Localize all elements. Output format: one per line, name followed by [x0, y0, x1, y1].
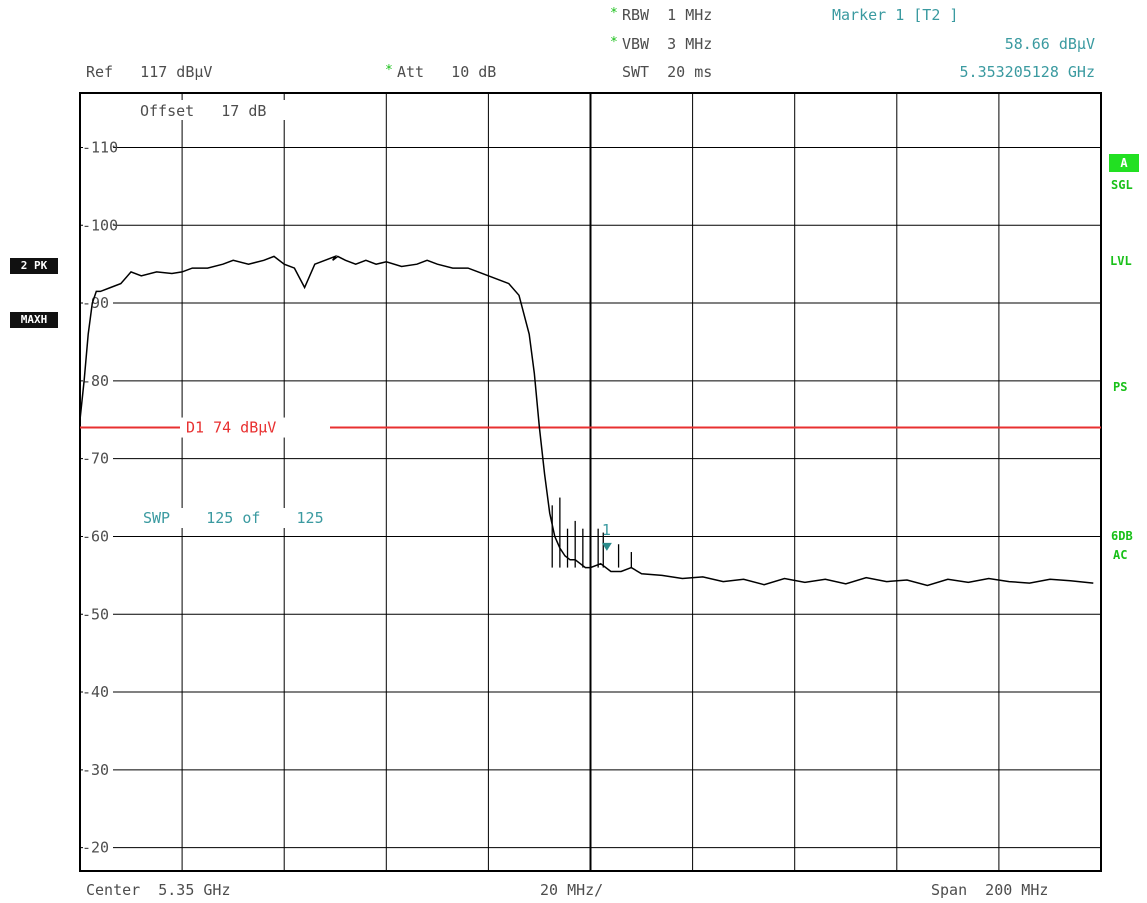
y-tick-label: -80 [82, 372, 109, 390]
y-tick-label: -90 [82, 294, 109, 312]
y-tick-label: -60 [82, 527, 109, 545]
sweep-time: SWT 20 ms [622, 63, 713, 81]
center-frequency: Center 5.35 GHz [86, 881, 231, 899]
y-tick-label: -20 [82, 839, 109, 857]
marker-level: 58.66 dBµV [1004, 35, 1095, 53]
reference-level: Ref 117 dBµV [86, 63, 213, 81]
y-tick-label: -110 [82, 138, 118, 156]
y-tick-label-bg [83, 449, 113, 468]
display-line-label-bg [180, 417, 330, 438]
y-tick-label-bg [83, 371, 113, 390]
y-tick-label-bg [83, 294, 113, 313]
y-tick-label-bg [83, 527, 113, 546]
y-tick-label-bg [83, 683, 113, 702]
y-tick-label-bg [83, 838, 113, 857]
vbw-setting: VBW 3 MHz [622, 35, 713, 53]
marker-1-label: 1 [602, 521, 611, 539]
rbw-setting: RBW 1 MHz [622, 6, 713, 24]
att-star: * [385, 63, 393, 78]
sgl-status: SGL [1111, 178, 1133, 192]
6db-status: 6DB [1111, 529, 1133, 543]
y-tick-label-bg [83, 138, 113, 157]
marker-1-icon [601, 542, 612, 551]
ps-status: PS [1113, 380, 1128, 394]
y-tick-label-bg [83, 760, 113, 779]
trace-a-badge: A [1109, 154, 1139, 172]
y-tick-label-bg [83, 216, 113, 235]
y-tick-label: -100 [82, 216, 118, 234]
trace-detector-badge: 2 PK [10, 258, 58, 274]
ac-status: AC [1113, 548, 1128, 562]
rbw-star: * [610, 6, 618, 21]
frequency-per-division: 20 MHz/ [540, 881, 604, 899]
vbw-star: * [610, 35, 618, 50]
trace-mode-badge: MAXH [10, 312, 58, 328]
spikes [551, 497, 632, 568]
display-line-label: D1 74 dBµV [186, 419, 276, 437]
offset-label-bg [136, 100, 322, 120]
grid [80, 93, 1101, 871]
frequency-span: Span 200 MHz [931, 881, 1049, 899]
sweep-count-bg [140, 508, 380, 528]
y-tick-label: -70 [82, 450, 109, 468]
lvl-status: LVL [1110, 254, 1132, 268]
y-tick-label-bg [83, 605, 113, 624]
marker-frequency: 5.353205128 GHz [959, 63, 1095, 81]
offset-label: Offset 17 dB [140, 102, 266, 120]
y-tick-label: -50 [82, 605, 109, 623]
y-tick-label: -30 [82, 761, 109, 779]
attenuation: Att 10 dB [397, 63, 497, 81]
sweep-count: SWP 125 of 125 [143, 509, 324, 527]
trace-line [79, 254, 1094, 587]
y-tick-labels: -110 -100 -90 -80 -70 -60 -50 -40 -30 -20 [82, 138, 118, 857]
y-tick-label: -40 [82, 683, 109, 701]
marker-title: Marker 1 [T2 ] [832, 6, 959, 24]
